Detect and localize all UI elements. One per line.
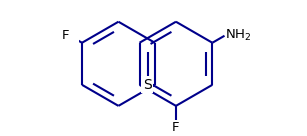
Text: NH$_2$: NH$_2$ xyxy=(225,28,252,43)
Text: F: F xyxy=(172,121,180,134)
Text: F: F xyxy=(62,29,69,42)
Text: S: S xyxy=(143,78,152,92)
